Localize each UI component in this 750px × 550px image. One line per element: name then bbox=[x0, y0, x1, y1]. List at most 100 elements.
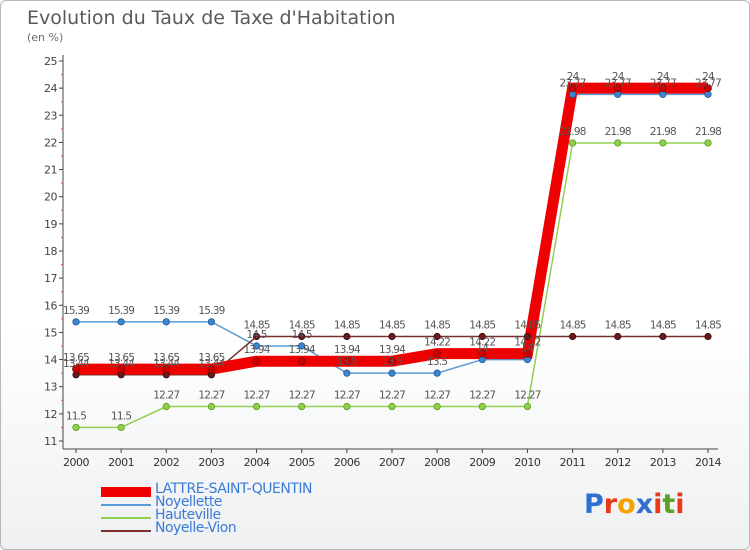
data-point bbox=[72, 365, 80, 373]
data-label: 14.85 bbox=[424, 320, 450, 332]
data-point bbox=[343, 402, 351, 411]
data-label: 12.27 bbox=[469, 390, 495, 402]
data-label: 21.98 bbox=[560, 126, 586, 138]
data-point bbox=[523, 332, 532, 341]
data-label: 21.98 bbox=[605, 126, 631, 138]
data-label: 14.85 bbox=[605, 320, 631, 332]
x-tick-label: 2004 bbox=[244, 456, 270, 469]
data-point bbox=[523, 402, 532, 411]
data-point bbox=[614, 90, 622, 98]
logo-letter: o bbox=[617, 489, 636, 520]
data-point bbox=[207, 402, 216, 411]
data-label: 13.44 bbox=[108, 358, 135, 370]
x-tick-label: 2005 bbox=[289, 456, 315, 469]
data-point bbox=[568, 332, 577, 341]
data-point bbox=[388, 369, 396, 377]
data-label: 13.94 bbox=[244, 344, 271, 356]
x-tick-label: 2001 bbox=[108, 456, 134, 469]
data-label: 14 bbox=[522, 343, 535, 355]
data-label: 14.85 bbox=[695, 320, 721, 332]
x-tick-label: 2007 bbox=[379, 456, 405, 469]
data-label: 11.5 bbox=[111, 410, 131, 422]
data-point bbox=[343, 369, 351, 377]
data-point bbox=[613, 84, 622, 93]
logo-letter: i bbox=[675, 489, 685, 520]
legend-swatch bbox=[101, 504, 151, 506]
data-point bbox=[343, 332, 351, 341]
data-point bbox=[478, 332, 486, 341]
data-point bbox=[72, 318, 80, 326]
data-point bbox=[207, 318, 216, 326]
data-label: 23.77 bbox=[605, 77, 631, 89]
data-label: 13.94 bbox=[379, 344, 406, 356]
y-tick-label: 13 bbox=[44, 381, 57, 394]
data-point bbox=[568, 90, 577, 98]
data-label: 12.27 bbox=[424, 390, 450, 402]
data-point bbox=[388, 357, 396, 366]
proxiti-logo: Proxiti bbox=[584, 489, 685, 520]
y-tick-label: 18 bbox=[44, 245, 57, 258]
data-point bbox=[117, 365, 126, 373]
data-point bbox=[523, 349, 532, 358]
legend-item: Noyellette bbox=[101, 494, 361, 512]
legend-swatch bbox=[101, 517, 151, 519]
data-label: 24 bbox=[702, 71, 715, 83]
data-point bbox=[162, 365, 171, 373]
data-label: 14.85 bbox=[379, 320, 405, 332]
data-point bbox=[433, 349, 442, 358]
y-tick-label: 24 bbox=[44, 82, 57, 95]
x-tick-label: 2002 bbox=[153, 456, 179, 469]
data-point bbox=[162, 402, 170, 411]
data-point bbox=[659, 90, 667, 98]
data-label: 23.77 bbox=[560, 77, 586, 89]
y-tick-label: 22 bbox=[44, 136, 57, 149]
data-point bbox=[252, 402, 261, 411]
data-label: 14.85 bbox=[560, 320, 586, 332]
data-label: 14.5 bbox=[292, 329, 312, 341]
data-label: 14.85 bbox=[289, 320, 315, 332]
y-tick-label: 21 bbox=[44, 164, 57, 177]
data-label: 11.5 bbox=[66, 410, 86, 422]
legend-swatch bbox=[101, 530, 151, 532]
data-label: 23.77 bbox=[650, 77, 676, 89]
legend-item: Hauteville bbox=[101, 507, 361, 525]
y-tick-label: 16 bbox=[44, 299, 57, 312]
axes: 11 12 13 14 15 16 17 18 19 20 21 22 23 24 25 2000 2001 20… bbox=[44, 55, 722, 469]
data-label: 14.22 bbox=[469, 337, 495, 349]
data-point bbox=[568, 84, 577, 93]
data-label: 15.39 bbox=[108, 305, 134, 317]
series-line-hauteville bbox=[76, 142, 708, 429]
x-tick-label: 2006 bbox=[334, 456, 360, 469]
data-point bbox=[297, 357, 306, 366]
data-label: 12.27 bbox=[289, 390, 315, 402]
data-point bbox=[342, 357, 351, 366]
data-label: 13.94 bbox=[334, 344, 361, 356]
data-point bbox=[659, 139, 667, 147]
data-label: 13.5 bbox=[337, 356, 357, 368]
data-label: 14.85 bbox=[469, 320, 495, 332]
logo-letter: i bbox=[653, 489, 663, 520]
y-tick-label: 19 bbox=[44, 218, 57, 231]
chart-unit-label: (en %) bbox=[27, 31, 64, 44]
data-label: 15.39 bbox=[198, 305, 224, 317]
data-point bbox=[568, 139, 577, 147]
data-point bbox=[252, 342, 261, 350]
data-point bbox=[614, 139, 622, 147]
data-label: 12.27 bbox=[153, 390, 179, 402]
series-labels: 15.39 15.39 15.39 15.39 14.5 14.5 13.5 13.5 13.5… bbox=[63, 71, 722, 422]
data-label: 14.22 bbox=[424, 337, 450, 349]
legend-label: LATTRE-SAINT-QUENTIN bbox=[155, 481, 313, 497]
data-label: 13.5 bbox=[382, 356, 402, 368]
data-point bbox=[433, 369, 441, 377]
data-point bbox=[704, 90, 712, 98]
data-label: 14.85 bbox=[514, 320, 540, 332]
data-point bbox=[162, 318, 170, 326]
x-tick-label: 2010 bbox=[514, 456, 540, 469]
x-tick-label: 2012 bbox=[605, 456, 631, 469]
y-tick-label: 11 bbox=[44, 435, 57, 448]
data-point bbox=[704, 139, 712, 147]
data-point bbox=[298, 402, 306, 411]
y-tick-label: 15 bbox=[44, 326, 57, 339]
data-point bbox=[298, 332, 306, 341]
logo-letter: P bbox=[584, 489, 604, 520]
